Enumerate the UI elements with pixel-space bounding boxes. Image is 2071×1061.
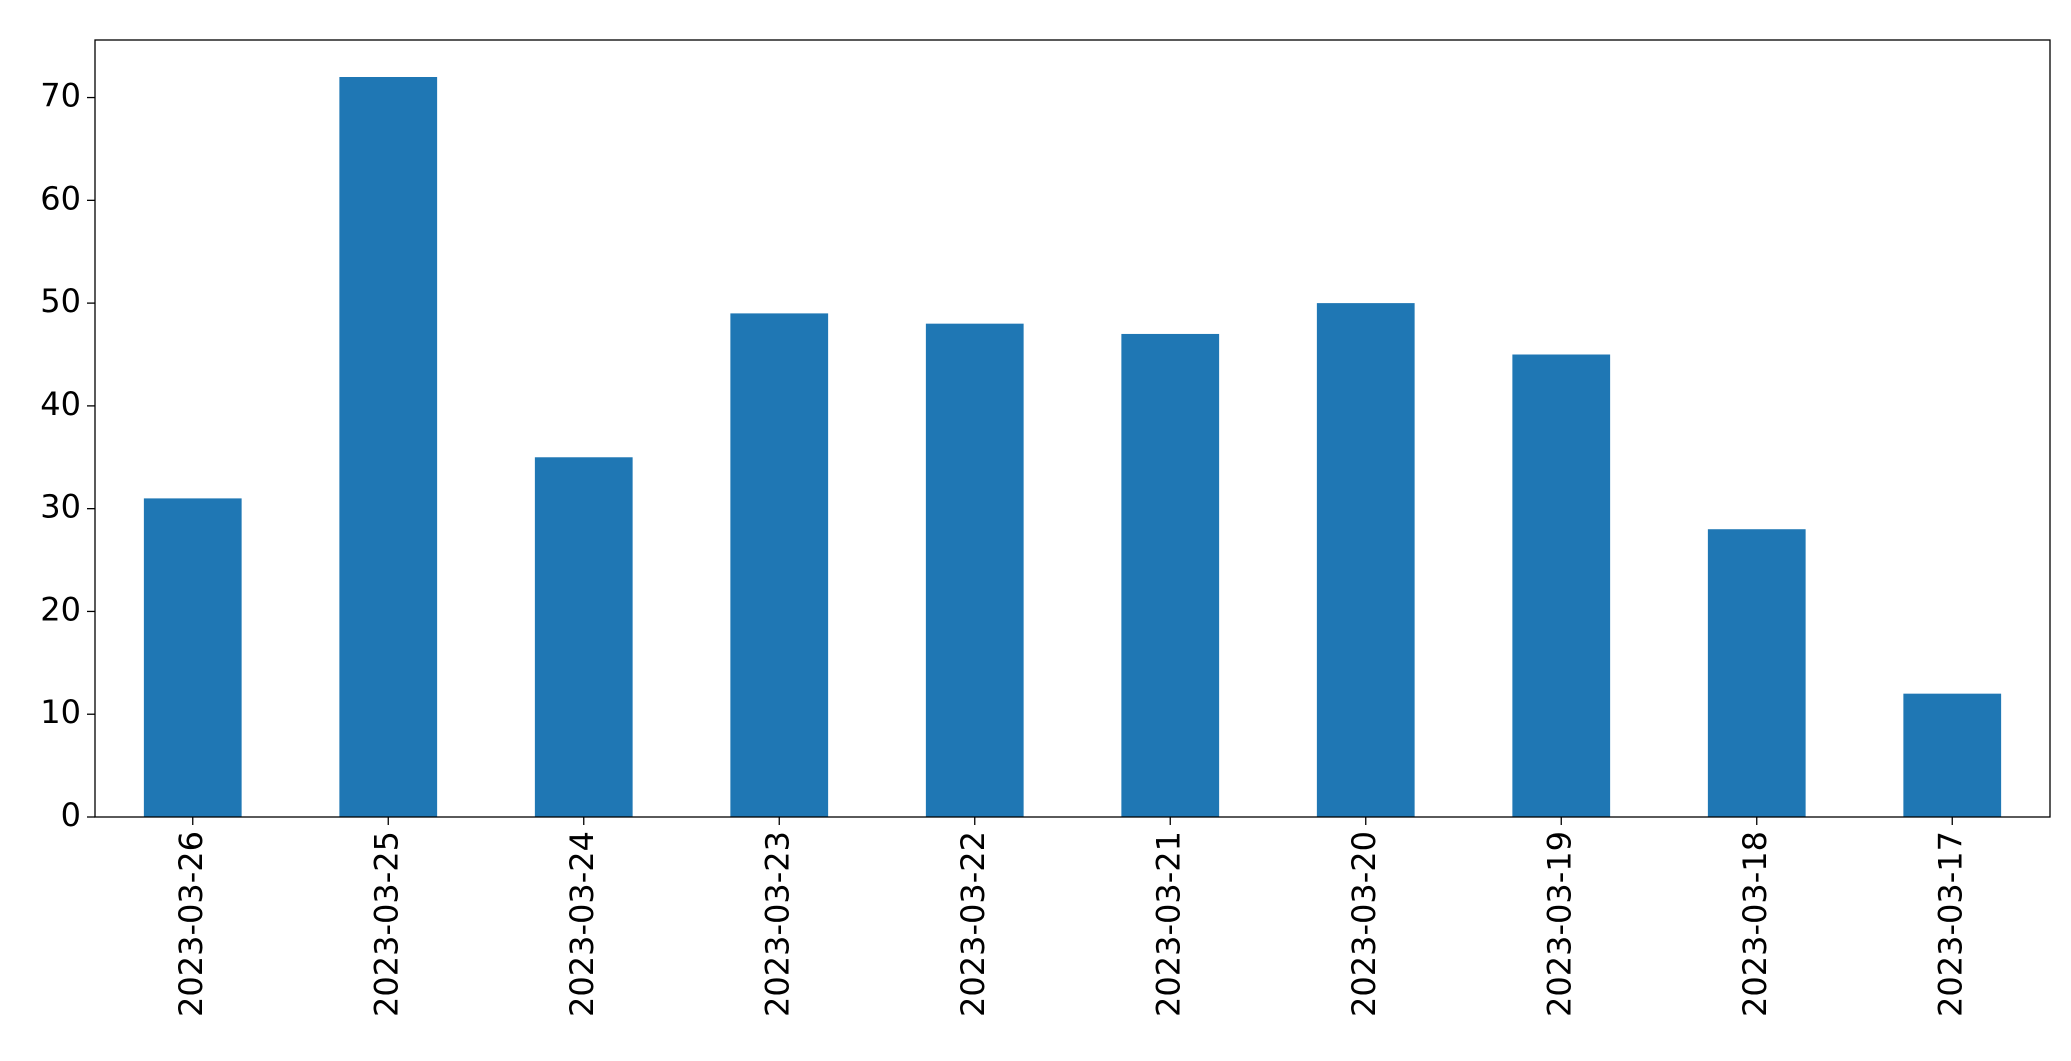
bar [925, 323, 1024, 817]
x-tick-label: 2023-03-22 [954, 831, 992, 1017]
y-tick-label: 20 [40, 590, 81, 628]
bar [1903, 693, 2002, 817]
x-tick-label: 2023-03-18 [1736, 831, 1774, 1017]
bar [1121, 333, 1220, 817]
y-tick-label: 50 [40, 282, 81, 320]
y-tick-label: 60 [40, 179, 81, 217]
x-tick-label: 2023-03-23 [758, 831, 796, 1017]
x-tick-label: 2023-03-21 [1149, 831, 1187, 1017]
x-tick-label: 2023-03-25 [367, 831, 405, 1017]
y-tick-label: 40 [40, 385, 81, 423]
plot-frame [94, 39, 2051, 818]
bar [339, 77, 438, 817]
bar [730, 313, 829, 817]
x-tick-label: 2023-03-24 [563, 831, 601, 1017]
x-tick-label: 2023-03-19 [1540, 831, 1578, 1017]
bar [1316, 303, 1415, 818]
bar [143, 498, 242, 817]
bar [1512, 354, 1611, 817]
bar [534, 457, 633, 817]
y-tick-label: 30 [40, 488, 81, 526]
x-tick-label: 2023-03-26 [172, 831, 210, 1017]
x-tick-label: 2023-03-20 [1345, 831, 1383, 1017]
x-tick-label: 2023-03-17 [1931, 831, 1969, 1017]
y-tick-label: 70 [40, 77, 81, 115]
y-tick-label: 10 [40, 693, 81, 731]
bar [1707, 529, 1806, 817]
y-tick-label: 0 [61, 796, 81, 834]
